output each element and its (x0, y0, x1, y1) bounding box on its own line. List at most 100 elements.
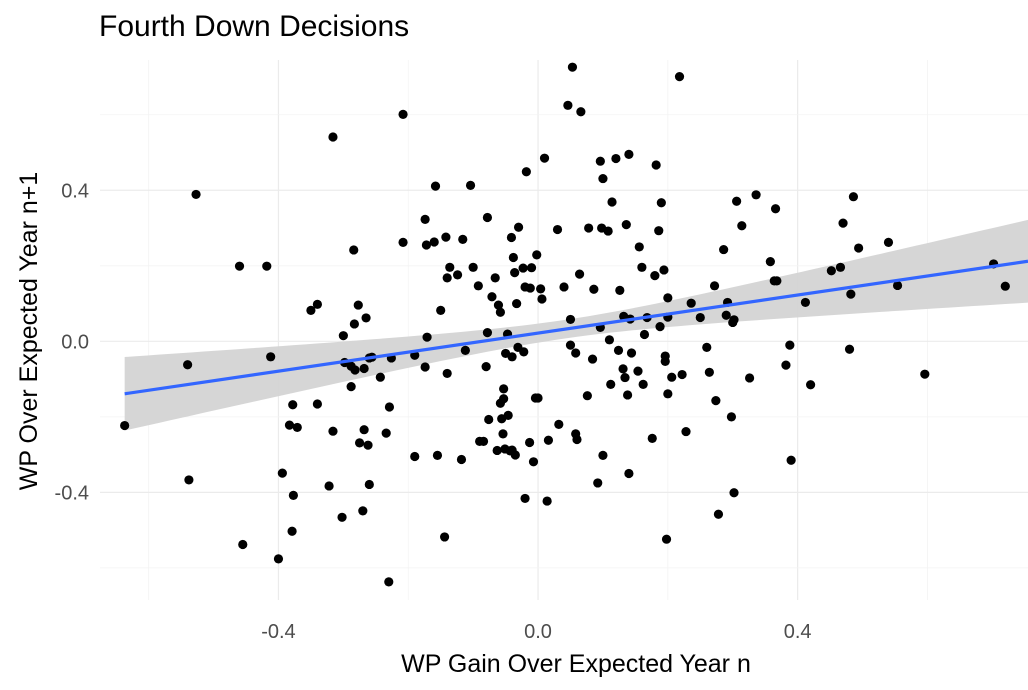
scatter-point (582, 391, 592, 401)
scatter-point (711, 396, 721, 406)
scatter-point (729, 488, 739, 498)
scatter-point (499, 384, 509, 394)
scatter-point (490, 273, 500, 283)
x-tick-label: 0.4 (784, 621, 812, 643)
data-points (120, 62, 1010, 587)
scatter-point (273, 554, 284, 564)
scatter-point (892, 280, 903, 291)
x-tick-label: 0.0 (524, 621, 552, 643)
scatter-point (659, 265, 669, 275)
scatter-point (498, 429, 508, 439)
scatter-point (620, 372, 630, 383)
scatter-point (349, 319, 359, 329)
scatter-point (565, 314, 576, 325)
scatter-point (622, 390, 633, 400)
scatter-point (626, 348, 637, 358)
scatter-point (312, 299, 322, 309)
scatter-point (468, 262, 478, 272)
scatter-point (493, 300, 504, 310)
scatter-point (442, 273, 452, 283)
scatter-point (350, 365, 360, 375)
scatter-point (637, 262, 647, 272)
scatter-point (519, 347, 529, 357)
confidence-band-layer (124, 219, 1028, 431)
scatter-point (398, 237, 408, 247)
scatter-point (800, 297, 811, 308)
scatter-point (183, 360, 193, 370)
trend-line-layer (124, 259, 1028, 396)
scatter-point (288, 490, 298, 500)
scatter-point (1000, 281, 1010, 291)
scatter-point (615, 285, 625, 295)
scatter-point (359, 363, 369, 374)
scatter-point (384, 577, 394, 587)
scatter-point (559, 282, 569, 292)
scatter-point (487, 292, 497, 302)
scatter-point (306, 305, 316, 315)
scatter-point (606, 379, 616, 389)
scatter-point (737, 221, 747, 231)
scatter-point (844, 344, 855, 354)
scatter-point (420, 214, 430, 224)
scatter-point (574, 269, 585, 279)
scatter-point (410, 451, 420, 462)
scatter-point (732, 196, 742, 206)
scatter-point (478, 436, 489, 446)
scatter-point (120, 420, 130, 431)
scatter-point (363, 440, 373, 450)
scatter-point (536, 284, 546, 294)
scatter-point (481, 362, 491, 372)
scatter-point (349, 245, 359, 255)
scatter-point (234, 261, 245, 271)
scatter-point (533, 393, 543, 403)
scatter-point (554, 419, 564, 430)
y-axis-ticks: -0.4 0.0 0.4 (55, 180, 89, 504)
scatter-point (621, 220, 631, 230)
scatter-point (729, 315, 739, 325)
scatter-point (359, 425, 369, 435)
confidence-band (124, 219, 1028, 431)
scatter-point (770, 204, 781, 214)
scatter-point (543, 435, 554, 445)
scatter-point (441, 232, 451, 242)
scatter-point (507, 352, 517, 362)
scatter-point (848, 192, 859, 202)
scatter-point (436, 305, 446, 315)
scatter-point (587, 354, 598, 364)
scatter-point (191, 189, 201, 200)
scatter-point (838, 218, 848, 228)
scatter-point (528, 457, 539, 467)
scatter-point (624, 149, 634, 160)
scatter-point (726, 412, 737, 422)
y-tick-label: 0.4 (61, 180, 89, 202)
trend-line (124, 259, 1028, 396)
scatter-point (695, 312, 705, 323)
scatter-point (638, 379, 648, 389)
scatter-point (704, 367, 714, 377)
scatter-point (613, 345, 624, 355)
scatter-point (663, 389, 673, 399)
x-tick-label: -0.4 (261, 621, 295, 643)
scatter-point (667, 372, 677, 382)
scatter-point (781, 360, 791, 370)
scatter-point (346, 382, 356, 392)
scatter-point (482, 328, 493, 338)
scatter-point (266, 352, 276, 362)
scatter-point (565, 340, 576, 350)
scatter-point (654, 226, 664, 236)
scatter-point (567, 62, 578, 72)
scatter-point (920, 369, 930, 379)
scatter-point (358, 506, 368, 516)
scatter-point (772, 276, 782, 286)
scatter-point (713, 509, 724, 519)
scatter-point (604, 335, 615, 345)
x-axis-title: WP Gain Over Expected Year n (401, 650, 751, 678)
scatter-point (328, 132, 338, 142)
scatter-point (456, 454, 467, 465)
scatter-point (421, 240, 432, 250)
chart-title: Fourth Down Decisions (99, 10, 409, 43)
scatter-point (287, 526, 297, 536)
scatter-point (525, 283, 535, 293)
scatter-point (512, 298, 522, 309)
scatter-point (277, 468, 287, 478)
